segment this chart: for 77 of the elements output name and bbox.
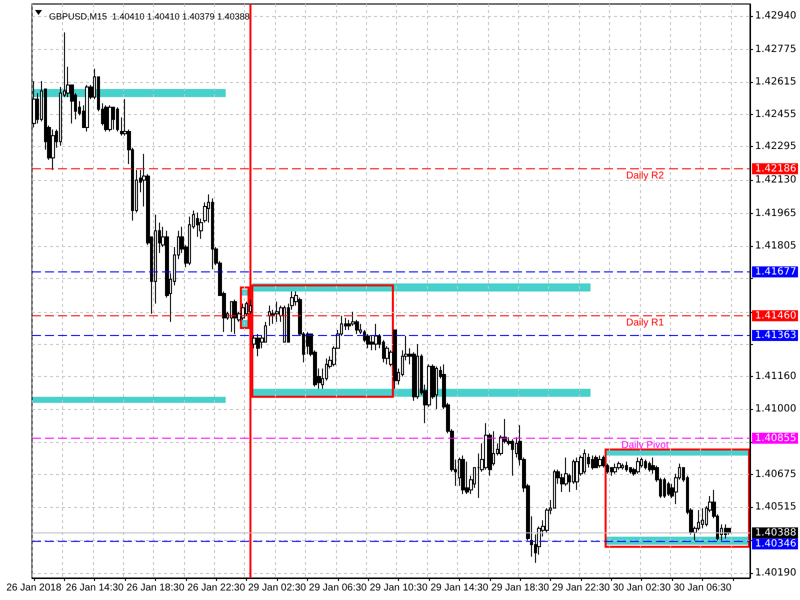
x-tick-label: 26 Jan 22:30 (187, 582, 246, 594)
text: 1.41677 (755, 266, 796, 278)
candlestick (648, 461, 651, 472)
y-tick-label: 1.41965 (755, 208, 796, 220)
candlestick (85, 84, 89, 132)
x-tick-label: 29 Jan 18:30 (491, 582, 550, 594)
candlestick (275, 301, 279, 322)
candlestick (667, 481, 670, 496)
x-tick-label: 30 Jan 02:30 (612, 582, 672, 594)
candlestick (249, 299, 252, 314)
candlestick (511, 438, 514, 476)
y-tick-label: 1.40515 (755, 502, 796, 513)
candlestick (583, 448, 586, 474)
ref-line-label: Daily Pivot (621, 440, 669, 451)
ref-line-label: Daily R2 (626, 170, 664, 182)
y-tick-label: 1.42295 (755, 141, 796, 152)
text: 1.40388 (755, 527, 796, 538)
x-tick-label: 26 Jan 14:30 (66, 582, 124, 594)
candlestick (594, 455, 598, 468)
candlestick (374, 323, 378, 351)
text: GBPUSD,M15 1.40410 1.40410 1.40379 1.40388 (49, 12, 250, 22)
x-tick-label: 29 Jan 06:30 (308, 582, 368, 594)
candlestick (245, 301, 248, 316)
candlestick (461, 455, 465, 494)
x-tick-label: 26 Jan 18:30 (126, 582, 185, 594)
candlestick (104, 104, 108, 132)
x-tick-label: 26 Jan 2018 (6, 582, 62, 594)
y-tick-label: 1.42130 (755, 174, 796, 186)
candlestick (283, 305, 286, 343)
x-tick-label: 30 Jan 06:30 (674, 582, 732, 594)
candlestick (233, 299, 237, 335)
text: 1.42186 (755, 163, 796, 174)
x-tick-label: 29 Jan 02:30 (248, 582, 306, 594)
y-tick-label: 1.42455 (755, 108, 796, 120)
candlestick (256, 334, 260, 357)
candlestick (112, 106, 115, 130)
candlestick (435, 366, 438, 410)
candlestick (613, 463, 617, 474)
x-tick-label: 29 Jan 22:30 (552, 582, 610, 594)
y-tick-label: 1.40190 (755, 567, 796, 578)
text: 1.40346 (755, 538, 796, 550)
candlestick (211, 198, 214, 270)
candlestick (196, 212, 199, 238)
candlestick (116, 106, 119, 132)
candlestick (617, 461, 621, 470)
candlestick (591, 455, 594, 470)
candlestick (51, 129, 55, 171)
candlestick (268, 305, 271, 326)
candlestick (724, 524, 727, 540)
text: 1.41460 (755, 310, 796, 322)
y-tick-label: 1.41160 (755, 371, 796, 382)
text: 1.41363 (755, 330, 796, 341)
y-tick-label: 1.42940 (755, 10, 796, 22)
candlestick (701, 508, 704, 529)
candlestick (636, 457, 640, 474)
candlestick (625, 461, 628, 472)
x-tick-label: 29 Jan 14:30 (430, 582, 489, 594)
candlestick (621, 463, 624, 470)
y-tick-label: 1.41000 (755, 403, 796, 414)
candlestick (598, 455, 602, 468)
candlestick (393, 329, 397, 390)
candlestick (663, 477, 666, 499)
candlestick (610, 467, 613, 476)
candlestick (241, 303, 245, 320)
candlestick (366, 334, 370, 349)
y-tick-label: 1.40675 (755, 469, 796, 480)
candlestick (230, 301, 233, 332)
candlestick (644, 459, 647, 470)
candlestick (416, 344, 419, 400)
y-tick-label: 1.42615 (755, 76, 796, 88)
candlestick (575, 457, 579, 490)
text: 1.40855 (755, 432, 796, 444)
ref-line-label: Daily R1 (626, 317, 664, 328)
y-tick-label: 1.41805 (755, 240, 796, 252)
candlestick (108, 104, 112, 132)
x-tick-label: 29 Jan 10:30 (370, 582, 428, 594)
y-tick-label: 1.42775 (755, 44, 796, 56)
